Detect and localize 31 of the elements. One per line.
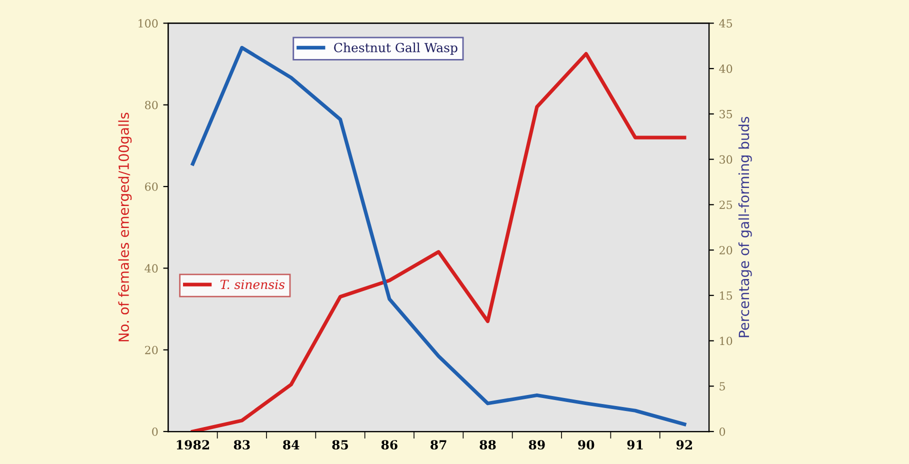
x-tick-label: 87 bbox=[430, 440, 446, 450]
y-tick-label: 60 bbox=[145, 182, 158, 191]
legend-label: Chestnut Gall Wasp bbox=[334, 42, 458, 55]
y2-tick-label: 45 bbox=[719, 19, 732, 28]
y2-tick-label: 20 bbox=[719, 246, 732, 254]
x-tick-label: 92 bbox=[676, 440, 692, 450]
y2-tick-label: 10 bbox=[720, 336, 732, 346]
y2-axis-title: Percentage of gall-forming buds bbox=[738, 116, 752, 338]
y2-tick-label: 25 bbox=[719, 200, 732, 210]
y2-tick-label: 30 bbox=[720, 155, 732, 164]
y-tick-label: 80 bbox=[145, 100, 158, 110]
x-tick-label: 88 bbox=[480, 440, 496, 450]
y2-tick-label: 15 bbox=[720, 291, 732, 300]
x-tick-label: 89 bbox=[528, 440, 545, 450]
x-tick-label: 90 bbox=[578, 440, 594, 450]
x-tick-label: 86 bbox=[381, 440, 398, 450]
y-axis-title: No. of females emerged/100galls bbox=[118, 112, 132, 342]
y-tick-label: 100 bbox=[138, 19, 158, 28]
y2-tick-label: 40 bbox=[719, 64, 732, 73]
x-tick-label: 84 bbox=[283, 440, 300, 450]
y-tick-label: 20 bbox=[145, 346, 158, 354]
y2-tick-label: 5 bbox=[720, 382, 725, 391]
y2-tick-label: 35 bbox=[720, 110, 732, 118]
y-tick-label: 0 bbox=[152, 427, 158, 436]
legend-label: T. sinensis bbox=[220, 280, 285, 290]
x-tick-label: 1982 bbox=[176, 440, 210, 450]
y2-tick-label: 0 bbox=[719, 427, 726, 436]
y-tick-label: 40 bbox=[144, 264, 158, 273]
x-tick-label: 83 bbox=[234, 440, 250, 450]
x-tick-label: 91 bbox=[627, 440, 643, 450]
x-tick-label: 85 bbox=[332, 440, 348, 450]
